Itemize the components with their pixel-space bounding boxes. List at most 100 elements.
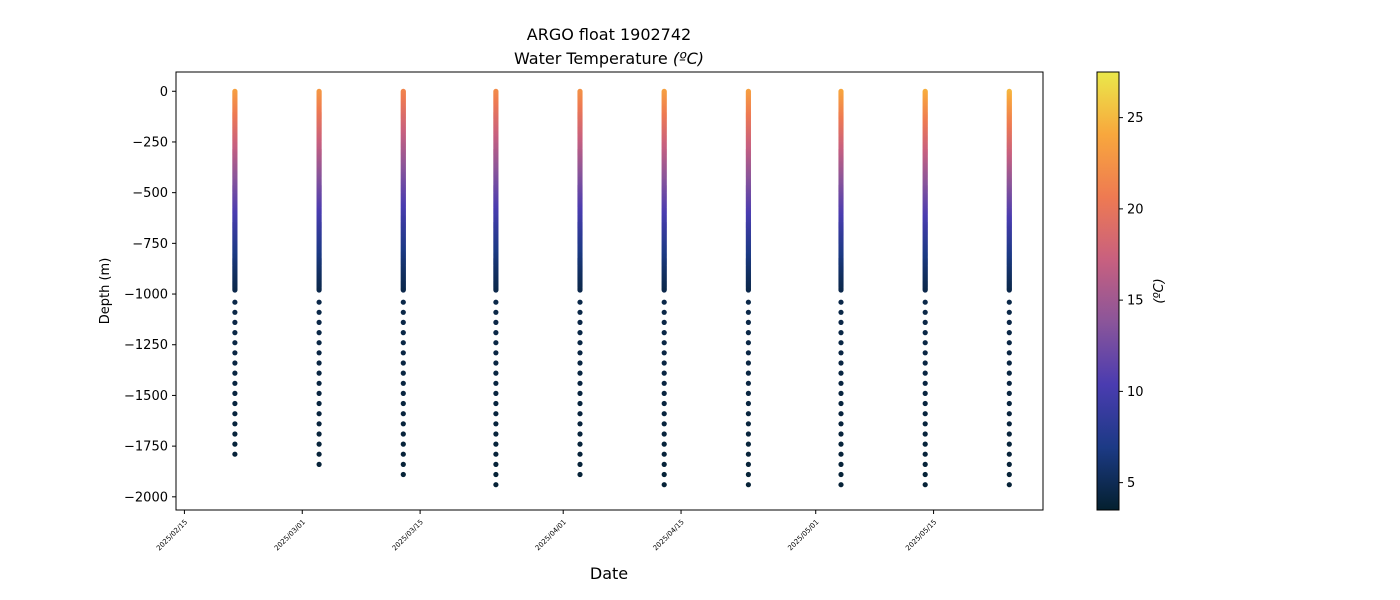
scatter-point — [838, 380, 844, 386]
scatter-point — [922, 482, 928, 488]
scatter-point — [577, 360, 583, 366]
scatter-point — [922, 421, 928, 427]
scatter-point — [316, 380, 322, 386]
scatter-point — [922, 309, 928, 315]
scatter-point — [493, 482, 499, 488]
scatter-point — [745, 350, 752, 356]
colorbar-tick-label: 25 — [1127, 111, 1144, 126]
scatter-point — [400, 350, 406, 356]
scatter-point — [493, 471, 499, 478]
scatter-point — [745, 390, 752, 396]
scatter-point — [577, 431, 583, 437]
y-tick-label: −750 — [132, 237, 168, 252]
colorbar — [1096, 71, 1120, 511]
scatter-point — [838, 370, 844, 376]
scatter-point — [577, 421, 583, 427]
scatter-point — [232, 287, 238, 293]
scatter-point — [316, 400, 322, 407]
x-axis-label: Date — [590, 564, 628, 583]
scatter-point — [316, 431, 322, 437]
scatter-point — [493, 461, 499, 467]
scatter-point — [316, 421, 322, 427]
scatter-point — [400, 471, 406, 478]
scatter-point — [232, 441, 238, 447]
scatter-point — [400, 309, 406, 315]
scatter-point — [745, 400, 752, 407]
scatter-point — [745, 421, 752, 427]
scatter-point — [577, 330, 583, 336]
x-tick-label: 2025/03/15 — [391, 518, 425, 552]
colorbar-tick-label: 10 — [1127, 385, 1144, 400]
x-tick-label: 2025/04/15 — [652, 518, 686, 552]
scatter-point — [577, 309, 583, 315]
scatter-point — [838, 441, 844, 447]
scatter-point — [1006, 299, 1012, 305]
scatter-point — [745, 287, 752, 293]
scatter-point — [661, 421, 667, 427]
scatter-point — [1006, 451, 1012, 457]
scatter-point — [1006, 390, 1012, 396]
scatter-point — [316, 411, 322, 417]
scatter-point — [922, 319, 928, 325]
y-tick-label: −2000 — [124, 490, 168, 505]
scatter-point — [922, 461, 928, 467]
scatter-point — [661, 461, 667, 467]
scatter-point — [316, 340, 322, 346]
scatter-point — [661, 370, 667, 376]
x-tick-label: 2025/05/01 — [786, 518, 820, 552]
scatter-point — [316, 309, 322, 315]
scatter-point — [577, 390, 583, 396]
scatter-point — [232, 319, 238, 325]
scatter-point — [493, 350, 499, 356]
scatter-point — [838, 287, 844, 293]
scatter-point — [316, 451, 322, 457]
scatter-point — [661, 471, 667, 478]
colorbar-label: (ºC) — [1152, 278, 1167, 303]
scatter-point — [1006, 319, 1012, 325]
scatter-point — [661, 319, 667, 325]
scatter-point — [745, 380, 752, 386]
scatter-point — [1006, 421, 1012, 427]
scatter-point — [1006, 400, 1012, 407]
scatter-point — [745, 451, 752, 457]
scatter-point — [493, 309, 499, 315]
scatter-point — [400, 370, 406, 376]
scatter-point — [922, 350, 928, 356]
scatter-point — [838, 299, 844, 305]
y-tick-label: −1250 — [124, 338, 168, 353]
scatter-point — [232, 390, 238, 396]
scatter-point — [577, 340, 583, 346]
plot-area — [176, 72, 1043, 510]
scatter-point — [922, 330, 928, 336]
scatter-point — [493, 370, 499, 376]
scatter-point — [400, 360, 406, 366]
scatter-point — [232, 370, 238, 376]
scatter-point — [316, 330, 322, 336]
scatter-point — [1006, 309, 1012, 315]
scatter-point — [838, 431, 844, 437]
scatter-point — [745, 461, 752, 467]
colorbar-tick-label: 5 — [1127, 476, 1135, 491]
scatter-point — [661, 350, 667, 356]
scatter-point — [838, 319, 844, 325]
x-tick-label: 2025/04/01 — [534, 518, 568, 552]
scatter-point — [577, 380, 583, 386]
scatter-point — [232, 380, 238, 386]
scatter-point — [661, 441, 667, 447]
scatter-point — [493, 441, 499, 447]
y-axis-label: Depth (m) — [98, 258, 113, 325]
scatter-point — [922, 451, 928, 457]
scatter-point — [922, 299, 928, 305]
scatter-point — [922, 411, 928, 417]
scatter-point — [493, 319, 499, 325]
plot-frame — [175, 71, 1044, 511]
scatter-point — [745, 360, 752, 366]
scatter-point — [316, 350, 322, 356]
chart-subtitle-text: Water Temperature — [514, 49, 668, 68]
scatter-point — [232, 451, 238, 457]
scatter-point — [577, 319, 583, 325]
chart-title: ARGO float 1902742 — [527, 25, 691, 44]
scatter-point — [493, 287, 499, 293]
scatter-point — [493, 451, 499, 457]
scatter-point — [838, 461, 844, 467]
